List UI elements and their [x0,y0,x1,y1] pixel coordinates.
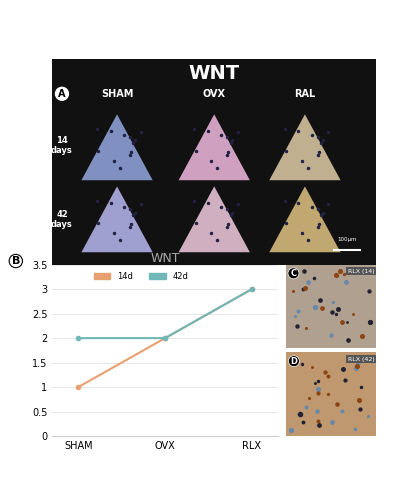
Text: RAL: RAL [294,89,316,99]
Legend: 14d, 42d: 14d, 42d [90,269,192,284]
FancyBboxPatch shape [52,59,376,265]
Text: B: B [12,256,20,266]
42d [163,335,168,341]
42d [250,286,255,292]
Polygon shape [178,186,250,252]
FancyBboxPatch shape [286,265,376,348]
Text: 14
days: 14 days [51,136,73,155]
14d [250,286,255,292]
Text: SHAM: SHAM [101,89,133,99]
Line: 42d: 42d [76,287,254,340]
14d [163,335,168,341]
Text: D: D [291,357,298,366]
Text: RLX (42): RLX (42) [348,357,375,362]
Text: WNT: WNT [189,64,240,83]
42d [76,335,81,341]
Text: RLX (14): RLX (14) [348,269,375,274]
Line: 14d: 14d [76,287,254,389]
Polygon shape [82,186,153,252]
Text: 42
days: 42 days [51,210,73,229]
Polygon shape [178,114,250,180]
Polygon shape [82,114,153,180]
Text: C: C [291,269,296,278]
Polygon shape [269,114,341,180]
Title: WNT: WNT [150,251,180,265]
Polygon shape [269,186,341,252]
Text: 100μm: 100μm [337,237,357,242]
14d [76,384,81,390]
Text: A: A [58,89,66,99]
FancyBboxPatch shape [286,352,376,436]
Text: OVX: OVX [203,89,226,99]
